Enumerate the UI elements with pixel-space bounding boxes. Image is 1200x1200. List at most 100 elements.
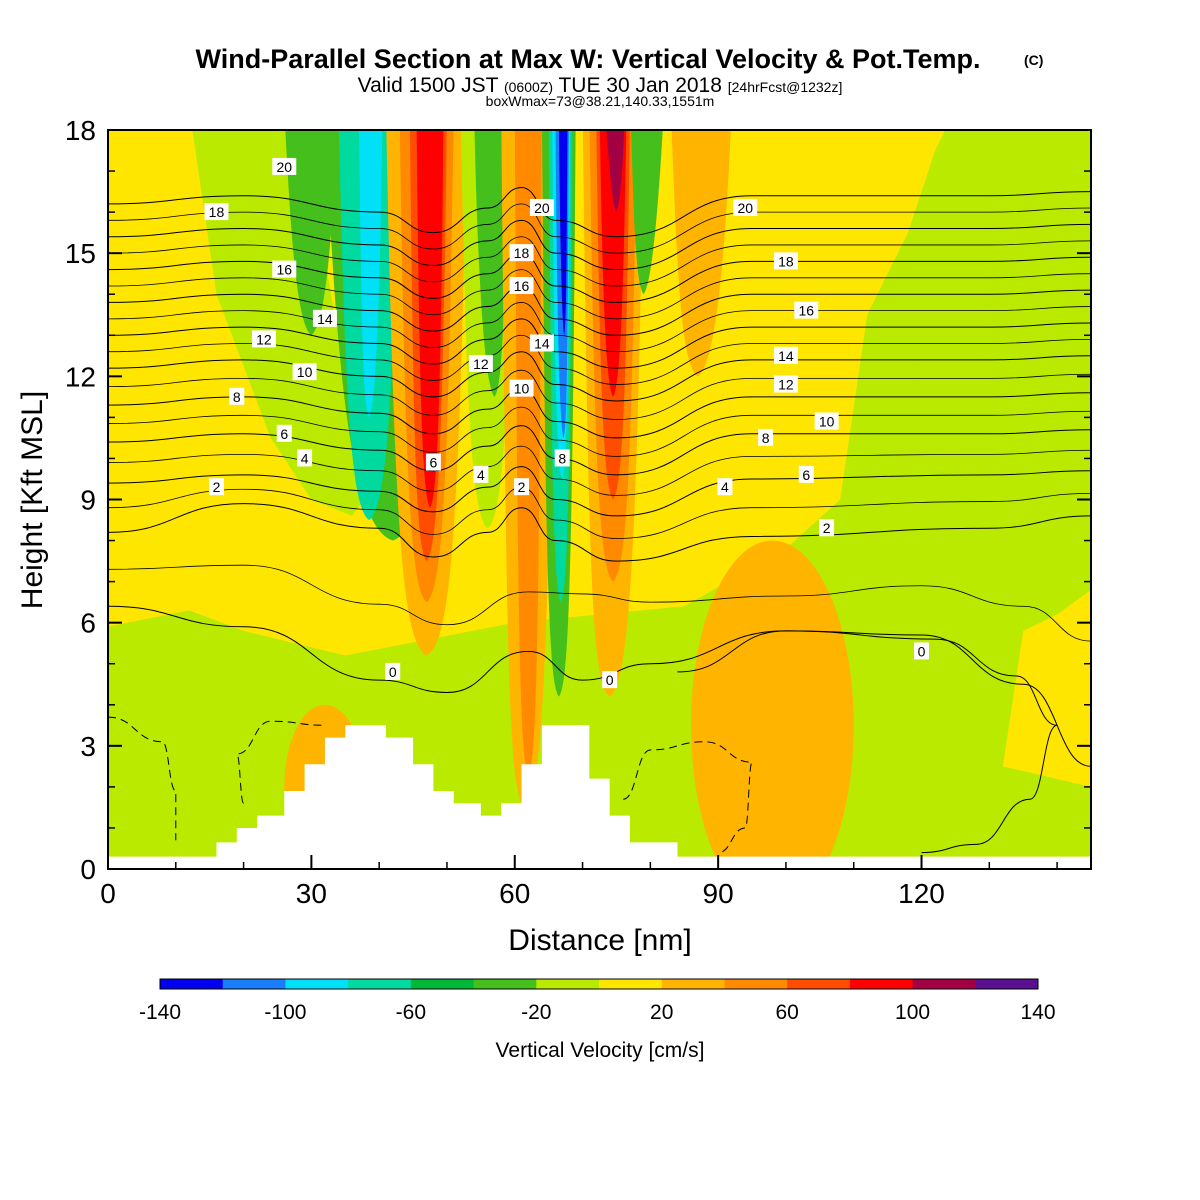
closed-contour — [677, 630, 1058, 854]
colorbar-swatch — [160, 979, 224, 989]
contour-label-14: 14 — [529, 334, 554, 352]
colorbar-tick-label: -100 — [264, 1001, 306, 1024]
colorbar-tick-label: -20 — [521, 1001, 551, 1024]
y-tick-label: 18 — [65, 115, 96, 146]
theta-contour-minor — [108, 406, 1091, 457]
colorbar-swatch — [536, 979, 600, 989]
w-band-15 — [559, 130, 568, 336]
y-tick-label: 0 — [80, 854, 96, 885]
terrain — [108, 725, 1091, 869]
contour-label-text: 10 — [297, 364, 313, 380]
w-band-6 — [416, 130, 444, 508]
contour-label-text: 14 — [317, 311, 333, 327]
contour-label-box — [773, 252, 798, 270]
terrain-mask — [108, 725, 1091, 869]
contour-label-8: 8 — [229, 387, 245, 405]
contour-label-box — [773, 346, 798, 364]
contour-label-box — [814, 412, 839, 430]
contour-labels: 2018161412108642642121020181614820181614… — [204, 157, 930, 689]
contour-label-text: 0 — [389, 664, 397, 680]
contour-label-text: 2 — [213, 479, 221, 495]
dashed-contour-2 — [623, 741, 753, 854]
theta-contour-minor — [108, 369, 1091, 420]
contour-label-box — [529, 334, 554, 352]
weak-sink-region — [192, 130, 380, 516]
contour-label-6: 6 — [425, 453, 441, 471]
colorbar-tick-label: 100 — [895, 1001, 930, 1024]
contour-label-box — [509, 379, 534, 397]
colorbar-swatch — [410, 979, 475, 989]
contour-label-0: 0 — [602, 671, 618, 689]
theta-contour-14 — [108, 285, 1091, 336]
contour-label-text: 16 — [276, 262, 292, 278]
contour-label-text: 2 — [518, 479, 526, 495]
theta-contour-18 — [108, 219, 1091, 271]
contour-label-text: 16 — [514, 278, 530, 294]
contour-label-text: 20 — [737, 200, 753, 216]
contour-label-box — [208, 478, 224, 496]
theta-contour-minor — [108, 486, 1091, 539]
valid-date: TUE 30 Jan 2018 — [558, 74, 721, 97]
contour-label-text: 10 — [514, 381, 530, 397]
contour-label-box — [798, 465, 814, 483]
contour-label-8: 8 — [554, 449, 570, 467]
contour-label-20: 20 — [733, 199, 758, 217]
contour-label-text: 8 — [762, 430, 770, 446]
contour-label-6: 6 — [276, 424, 292, 442]
contour-label-box — [473, 465, 489, 483]
contour-label-box — [509, 244, 534, 262]
contour-label-box — [276, 424, 292, 442]
contour-label-text: 18 — [514, 245, 530, 261]
colorbar-swatch — [912, 979, 976, 989]
colorbar-swatch — [473, 979, 537, 989]
colorbar-label: Vertical Velocity [cm/s] — [496, 1039, 705, 1062]
contour-label-box — [251, 330, 276, 348]
valid-utc: (0600Z) — [504, 79, 553, 95]
colorbar-tick-label: 20 — [650, 1001, 673, 1024]
theta-contour-minor — [108, 269, 1091, 320]
theta-contour-2 — [108, 503, 1091, 562]
theta-contour-6 — [108, 425, 1091, 476]
colorbar-swatch — [661, 979, 725, 989]
w-band-21 — [630, 130, 663, 295]
contour-label-4: 4 — [473, 465, 489, 483]
theta-contour-16 — [108, 252, 1091, 303]
w-band-8 — [474, 130, 508, 397]
contour-label-box — [297, 449, 313, 467]
colorbar-swatch — [222, 979, 286, 989]
dashed-contour-0 — [108, 716, 177, 841]
w-band-22 — [671, 130, 731, 377]
y-tick-label: 3 — [80, 731, 96, 762]
y-tick-label: 12 — [65, 361, 96, 392]
contour-label-20: 20 — [529, 199, 554, 217]
contour-label-text: 6 — [430, 455, 438, 471]
contour-label-text: 16 — [798, 303, 814, 319]
colorbar-tick-label: -140 — [139, 1001, 181, 1024]
contour-label-box — [529, 199, 554, 217]
contour-label-box — [425, 453, 441, 471]
contour-label-text: 4 — [477, 467, 485, 483]
theta-contour-minor — [108, 302, 1091, 353]
contour-label-16: 16 — [794, 301, 819, 319]
contour-label-6: 6 — [798, 465, 814, 483]
contour-label-18: 18 — [204, 203, 229, 221]
contour-label-18: 18 — [773, 252, 798, 270]
contour-label-text: 14 — [534, 335, 550, 351]
w-band-20 — [606, 130, 625, 213]
theta-contour-12 — [108, 318, 1091, 369]
contour-label-box — [773, 375, 798, 393]
plot-area: 2018161412108642642121020181614820181614… — [108, 130, 1091, 869]
w-blob-2 — [914, 294, 983, 582]
contour-label-16: 16 — [272, 260, 297, 278]
w-band-2 — [359, 130, 383, 418]
w-band-23 — [285, 130, 338, 336]
contour-label-text: 6 — [802, 467, 810, 483]
contour-label-text: 10 — [819, 413, 835, 429]
contour-label-text: 0 — [606, 672, 614, 688]
contour-label-text: 20 — [276, 159, 292, 175]
colorbar-swatch — [975, 979, 1039, 989]
contour-label-20: 20 — [272, 157, 297, 175]
contour-label-text: 14 — [778, 348, 794, 364]
colorbar-tick-label: 60 — [775, 1001, 798, 1024]
